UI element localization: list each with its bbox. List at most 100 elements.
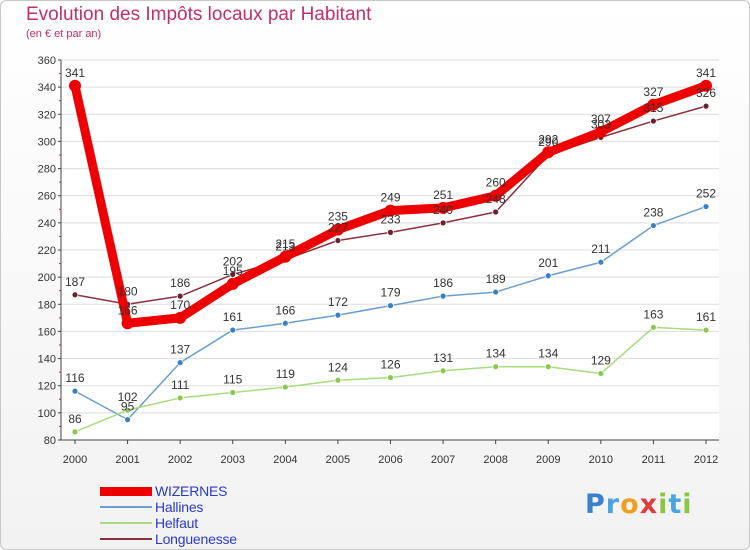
data-label: 240: [433, 203, 453, 217]
chart-title: Evolution des Impôts locaux par Habitant: [26, 4, 372, 25]
y-tick-label: 100: [38, 408, 56, 420]
data-label: 129: [591, 354, 611, 368]
data-point: [71, 428, 79, 436]
legend-swatch-wizernes: [100, 486, 152, 496]
data-point: [439, 292, 447, 300]
data-point: [226, 277, 239, 290]
data-point: [492, 288, 500, 296]
x-tick-label: 2002: [168, 454, 192, 466]
data-label: 95: [121, 400, 135, 414]
legend-item-longuenesse: Longuenesse: [100, 531, 237, 547]
data-point: [702, 326, 710, 334]
data-point: [279, 250, 292, 263]
data-label: 211: [591, 242, 610, 256]
x-tick-label: 2010: [589, 454, 613, 466]
data-label: 134: [538, 347, 558, 361]
data-point: [176, 359, 184, 367]
legend-swatch-helfaut: [100, 522, 152, 524]
data-point: [439, 367, 447, 375]
data-point: [647, 98, 660, 111]
data-label: 303: [591, 117, 611, 131]
data-point: [594, 125, 607, 138]
data-point: [492, 208, 500, 216]
data-point: [176, 394, 184, 402]
y-tick-label: 320: [38, 109, 56, 121]
data-label: 166: [118, 303, 138, 317]
data-point: [437, 201, 450, 214]
logo-letter: t: [668, 489, 683, 520]
data-label: 166: [275, 303, 295, 317]
data-label: 187: [65, 275, 85, 289]
legend-item-hallines: Hallines: [100, 499, 237, 515]
data-point: [700, 79, 712, 92]
chart-subtitle: (en € et par an): [26, 28, 102, 40]
data-label: 137: [170, 343, 190, 357]
data-label: 119: [276, 367, 295, 381]
series-layer: [69, 79, 712, 436]
x-tick-label: 2004: [273, 454, 297, 466]
data-point: [334, 376, 342, 384]
label-layer: 341 166 170 195 215 235 249 251 260 292 307 327 341 1…: [65, 66, 716, 426]
legend-label-wizernes: WIZERNES: [155, 483, 228, 499]
data-point: [597, 258, 605, 266]
data-point: [650, 222, 657, 229]
data-point: [702, 102, 710, 110]
data-label: 202: [223, 254, 243, 268]
legend-label-hallines: Hallines: [155, 499, 204, 515]
data-label: 124: [328, 360, 348, 374]
data-label: 116: [65, 371, 84, 385]
data-point: [124, 406, 131, 414]
data-label: 172: [328, 295, 348, 309]
y-tick-label: 160: [38, 326, 56, 338]
data-label: 161: [696, 310, 716, 324]
data-label: 315: [643, 101, 663, 115]
data-point: [71, 387, 79, 395]
legend-label-longuenesse: Longuenesse: [155, 531, 237, 547]
legend-label-helfaut: Helfaut: [155, 515, 198, 531]
x-tick-label: 2011: [642, 454, 666, 466]
data-label: 248: [486, 192, 506, 206]
data-point: [387, 228, 394, 236]
data-point: [71, 291, 79, 299]
y-tick-label: 180: [38, 299, 56, 311]
data-label: 170: [170, 298, 190, 312]
x-tick-label: 2003: [221, 454, 245, 466]
logo-letter: i: [658, 489, 669, 520]
data-label: 186: [433, 276, 453, 290]
data-label: 251: [433, 188, 453, 202]
y-tick-label: 300: [38, 136, 56, 148]
data-point: [334, 311, 342, 319]
data-point: [387, 302, 394, 310]
data-point: [489, 189, 502, 202]
data-point: [439, 219, 447, 227]
data-label: 235: [328, 210, 348, 224]
x-tick-label: 2008: [483, 454, 507, 466]
data-label: 215: [275, 237, 295, 251]
data-label: 111: [171, 378, 190, 392]
logo-letter: r: [605, 489, 621, 520]
data-label: 327: [643, 85, 663, 99]
legend: WIZERNES Hallines Helfaut Longuenesse: [100, 483, 237, 547]
data-label: 307: [591, 112, 611, 126]
legend-swatch-hallines: [100, 506, 152, 508]
data-label: 179: [380, 286, 400, 300]
data-label: 249: [380, 191, 400, 205]
data-point: [387, 374, 394, 381]
data-point: [229, 326, 237, 334]
x-tick-label: 2009: [536, 454, 560, 466]
y-tick-label: 80: [44, 435, 56, 447]
y-tick-label: 280: [38, 164, 56, 176]
data-label: 290: [538, 135, 558, 149]
x-tick-label: 2007: [431, 454, 455, 466]
data-label: 238: [643, 206, 663, 220]
data-point: [334, 237, 342, 244]
data-point: [544, 272, 552, 280]
data-point: [331, 223, 344, 236]
data-label: 126: [380, 358, 400, 372]
logo-letter: x: [639, 489, 659, 520]
data-point: [702, 203, 710, 210]
data-point: [281, 319, 289, 327]
data-point: [542, 146, 555, 159]
proxiti-logo: Proxiti: [585, 489, 693, 520]
data-point: [650, 117, 657, 125]
